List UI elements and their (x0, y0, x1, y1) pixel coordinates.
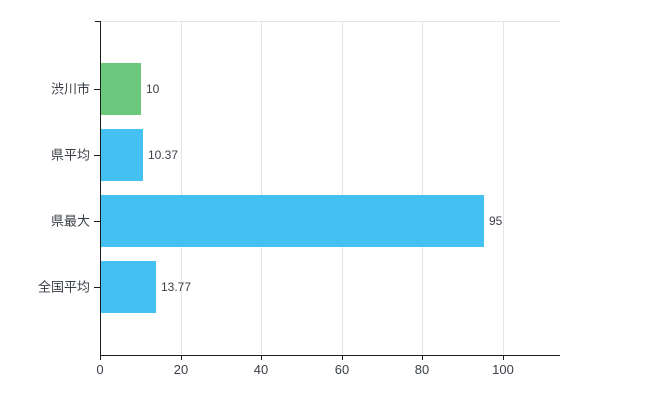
y-tick (94, 287, 100, 288)
gridline (181, 21, 182, 355)
category-label: 県最大 (50, 213, 90, 229)
x-tick (100, 355, 101, 360)
y-tick (94, 221, 100, 222)
x-tick (503, 355, 504, 360)
bar (101, 129, 143, 181)
category-label: 全国平均 (37, 279, 90, 295)
x-tick-label: 80 (414, 362, 430, 377)
bar-value-label: 10 (146, 82, 160, 96)
bar-value-label: 95 (489, 214, 503, 228)
x-tick (181, 355, 182, 360)
gridline (342, 21, 343, 355)
x-tick-label: 40 (253, 362, 269, 377)
x-tick-label: 100 (492, 362, 514, 377)
category-label: 県平均 (50, 147, 90, 163)
bar (101, 63, 141, 115)
x-tick (422, 355, 423, 360)
gridline (503, 21, 504, 355)
x-tick (342, 355, 343, 360)
gridline (261, 21, 262, 355)
bar (101, 195, 484, 247)
y-tick (94, 89, 100, 90)
y-tick (94, 155, 100, 156)
gridline (422, 21, 423, 355)
x-tick-label: 0 (96, 362, 104, 377)
x-tick-label: 60 (334, 362, 350, 377)
x-tick-label: 20 (173, 362, 189, 377)
y-axis-end-tick (95, 21, 100, 22)
y-axis (100, 21, 101, 355)
x-tick (261, 355, 262, 360)
x-axis (100, 355, 560, 356)
category-label: 渋川市 (50, 81, 90, 97)
plot-top-border (100, 21, 560, 22)
bar-value-label: 13.77 (161, 280, 192, 294)
bar (101, 261, 156, 313)
bar-value-label: 10.37 (148, 148, 179, 162)
